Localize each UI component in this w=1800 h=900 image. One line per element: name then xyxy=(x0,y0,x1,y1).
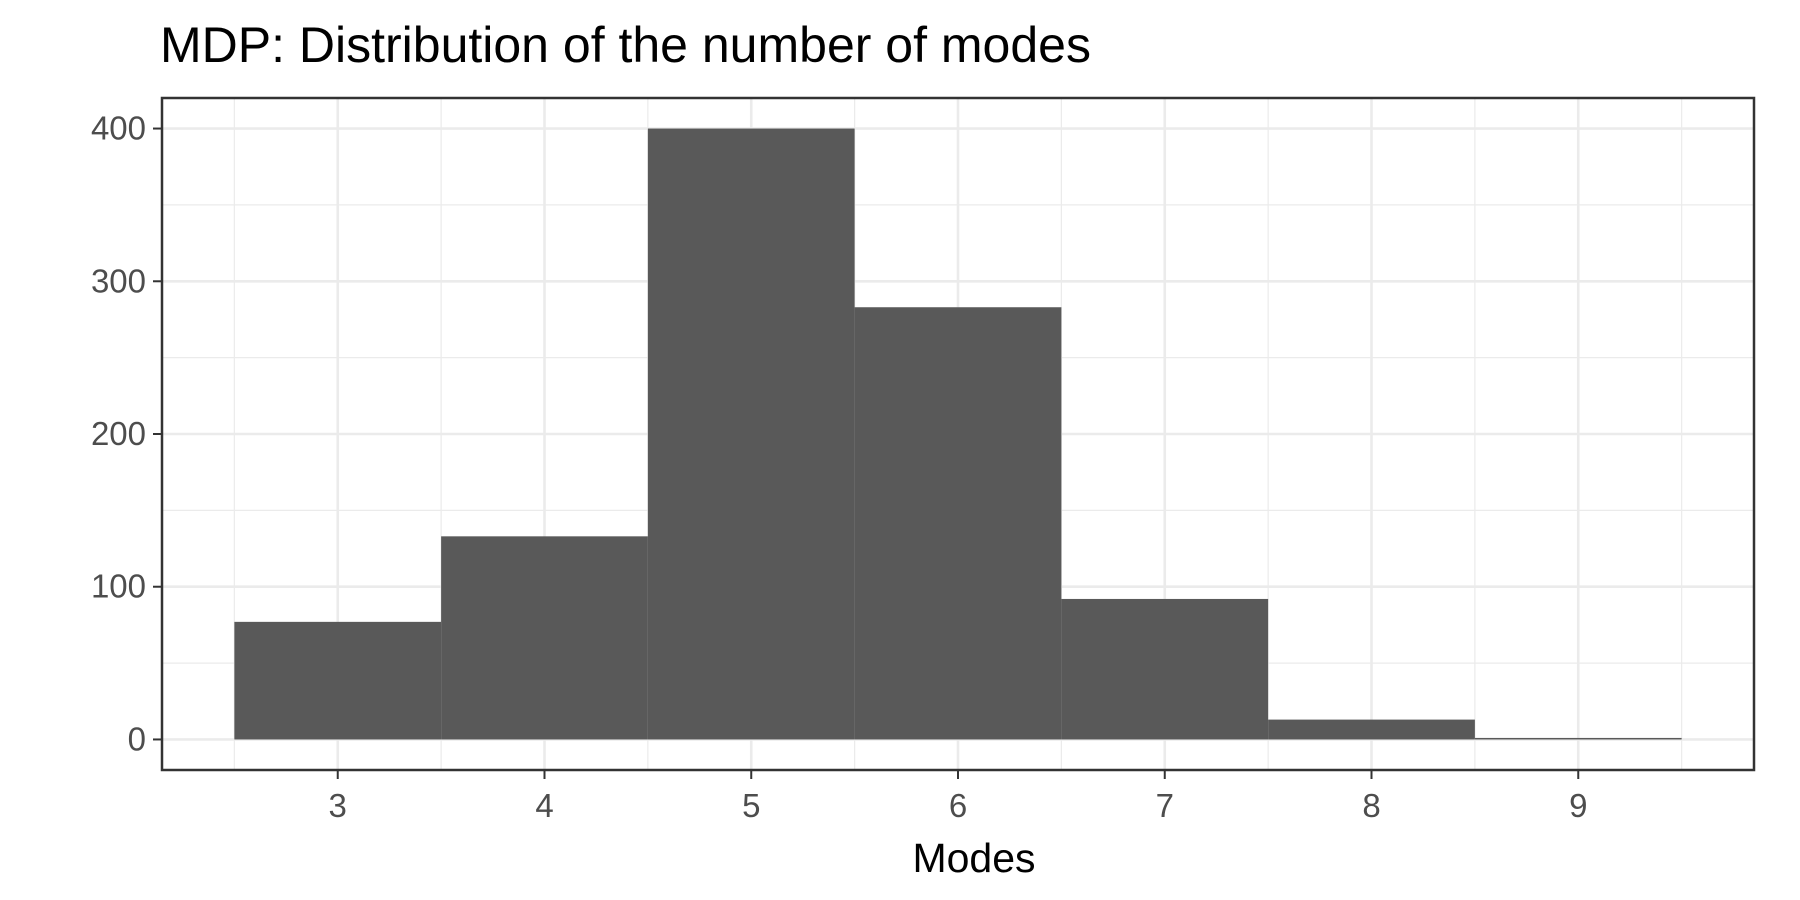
x-tick-label: 7 xyxy=(1156,787,1174,824)
chart-title: MDP: Distribution of the number of modes xyxy=(160,17,1091,73)
histogram-bar xyxy=(647,128,855,740)
x-tick-label: 6 xyxy=(949,787,967,824)
histogram-bar xyxy=(1268,719,1475,740)
histogram-bar xyxy=(854,307,1062,740)
histogram-bar xyxy=(1474,737,1682,740)
histogram-bars xyxy=(234,128,1682,740)
y-tick-label: 0 xyxy=(128,720,146,757)
x-axis-title: Modes xyxy=(912,835,1035,881)
y-tick-label: 300 xyxy=(91,262,146,299)
x-tick-label: 3 xyxy=(329,787,347,824)
y-axis: 0 100 200 300 400 xyxy=(91,110,162,757)
y-tick-label: 100 xyxy=(91,568,146,605)
x-tick-label: 5 xyxy=(742,787,760,824)
x-tick-label: 4 xyxy=(535,787,553,824)
histogram-bar xyxy=(234,621,442,740)
x-tick-label: 8 xyxy=(1362,787,1380,824)
x-tick-label: 9 xyxy=(1569,787,1587,824)
x-axis: 3 4 5 6 7 8 9 xyxy=(329,770,1587,824)
histogram-bar xyxy=(1061,598,1269,740)
y-tick-label: 400 xyxy=(91,110,146,147)
histogram-bar xyxy=(441,536,648,740)
y-tick-label: 200 xyxy=(91,415,146,452)
